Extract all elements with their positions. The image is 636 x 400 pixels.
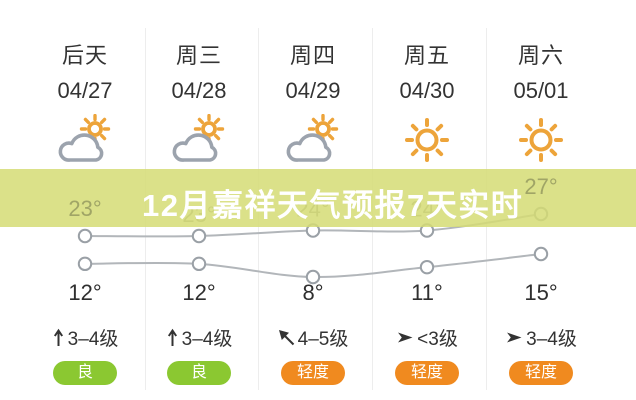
weather-icon-cell	[256, 111, 370, 169]
forecast-column-05/01[interactable]: 周六 05/01 15° 3–4级轻度	[484, 28, 598, 392]
low-temp-label: 8°	[302, 280, 324, 305]
day-label: 后天	[61, 43, 108, 68]
aqi-badge: 良	[167, 361, 231, 385]
low-temp-label: 12°	[68, 280, 102, 305]
wind-arrow-east-icon	[398, 332, 413, 343]
wind-label: 3–4级	[28, 324, 142, 351]
watermark-banner-text: 12月嘉祥天气预报7天实时	[142, 188, 524, 223]
wind-level-text: 3–4级	[526, 329, 577, 350]
wind-arrow-north-icon	[53, 328, 63, 346]
wind-label: 4–5级	[256, 324, 370, 351]
wind-level-text: 4–5级	[297, 329, 349, 350]
high-temp-label: 27°	[524, 174, 558, 199]
wind-level-text: 3–4级	[181, 329, 233, 350]
day-label: 周五	[403, 43, 450, 68]
low-temp-label: 12°	[182, 280, 216, 305]
sunny-icon	[519, 118, 563, 162]
wind-level-text: 3–4级	[67, 329, 119, 350]
low-temp-label: 15°	[524, 280, 558, 305]
forecast-column-04/29[interactable]: 周四 04/29 8° 4–5级轻度	[256, 28, 370, 392]
day-label: 周四	[289, 43, 336, 68]
date-label: 04/27	[57, 78, 113, 103]
forecast-column-04/27[interactable]: 后天 04/27 12° 3–4级良	[28, 28, 142, 392]
aqi-badge: 良	[53, 361, 117, 385]
partly-cloudy-icon	[172, 114, 225, 162]
date-label: 04/28	[171, 78, 227, 103]
date-label: 05/01	[513, 78, 569, 103]
wind-arrow-north-icon	[167, 328, 177, 346]
wind-arrow-east-icon	[507, 332, 522, 343]
sunny-icon	[405, 118, 449, 162]
weather-icon-cell	[484, 111, 598, 169]
partly-cloudy-icon	[286, 114, 339, 162]
weather-icon-cell	[28, 111, 142, 169]
high-temp-label: 23°	[68, 196, 102, 221]
aqi-badge: 轻度	[395, 361, 459, 385]
weather-icon-cell	[142, 111, 256, 169]
date-label: 04/30	[399, 78, 455, 103]
watermark-banner: 12月嘉祥天气预报7天实时	[0, 169, 636, 227]
low-temp-label: 11°	[411, 280, 443, 305]
date-label: 04/29	[285, 78, 341, 103]
wind-level-text: <3级	[417, 329, 458, 350]
aqi-badge: 轻度	[509, 361, 573, 385]
forecast-column-04/30[interactable]: 周五 04/30 11° <3级轻度	[370, 28, 484, 392]
day-label: 周六	[517, 43, 564, 68]
day-label: 周三	[175, 43, 222, 68]
wind-label: <3级	[370, 324, 484, 351]
wind-label: 3–4级	[142, 324, 256, 351]
weather-icon-cell	[370, 111, 484, 169]
wind-label: 3–4级	[484, 324, 598, 351]
partly-cloudy-icon	[58, 114, 111, 162]
wind-arrow-northwest-icon	[278, 330, 294, 346]
aqi-badge: 轻度	[281, 361, 345, 385]
forecast-column-04/28[interactable]: 周三 04/28 12° 3–4级良	[142, 28, 256, 392]
